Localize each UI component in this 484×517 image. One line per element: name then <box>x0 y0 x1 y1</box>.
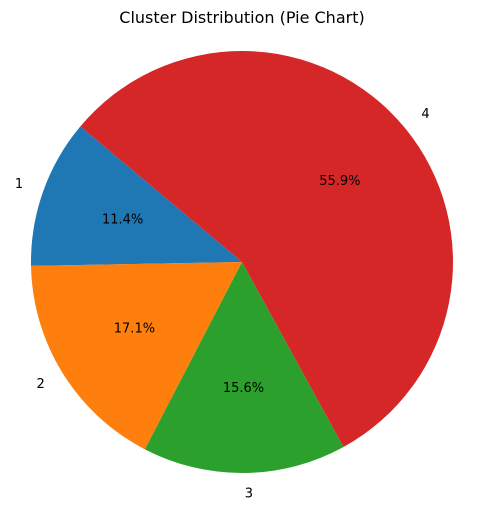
pie-slice-3 <box>144 262 344 473</box>
pie-slice-2 <box>31 262 242 450</box>
pie-slices <box>31 51 453 473</box>
chart-title: Cluster Distribution (Pie Chart) <box>119 8 364 27</box>
pie-labels: 1 11.4% 2 17.1% 3 15.6% 4 55.9% <box>15 107 430 501</box>
pie-slice-4 <box>80 51 453 447</box>
slice-percent-1: 11.4% <box>102 212 143 227</box>
slice-percent-2: 17.1% <box>114 321 155 336</box>
slice-percent-3: 15.6% <box>223 381 264 396</box>
slice-label-3: 3 <box>245 487 253 502</box>
slice-label-1: 1 <box>15 177 23 192</box>
slice-percent-4: 55.9% <box>319 174 360 189</box>
pie-slice-1 <box>31 126 243 266</box>
slice-label-2: 2 <box>37 377 45 392</box>
slice-label-4: 4 <box>421 107 429 122</box>
